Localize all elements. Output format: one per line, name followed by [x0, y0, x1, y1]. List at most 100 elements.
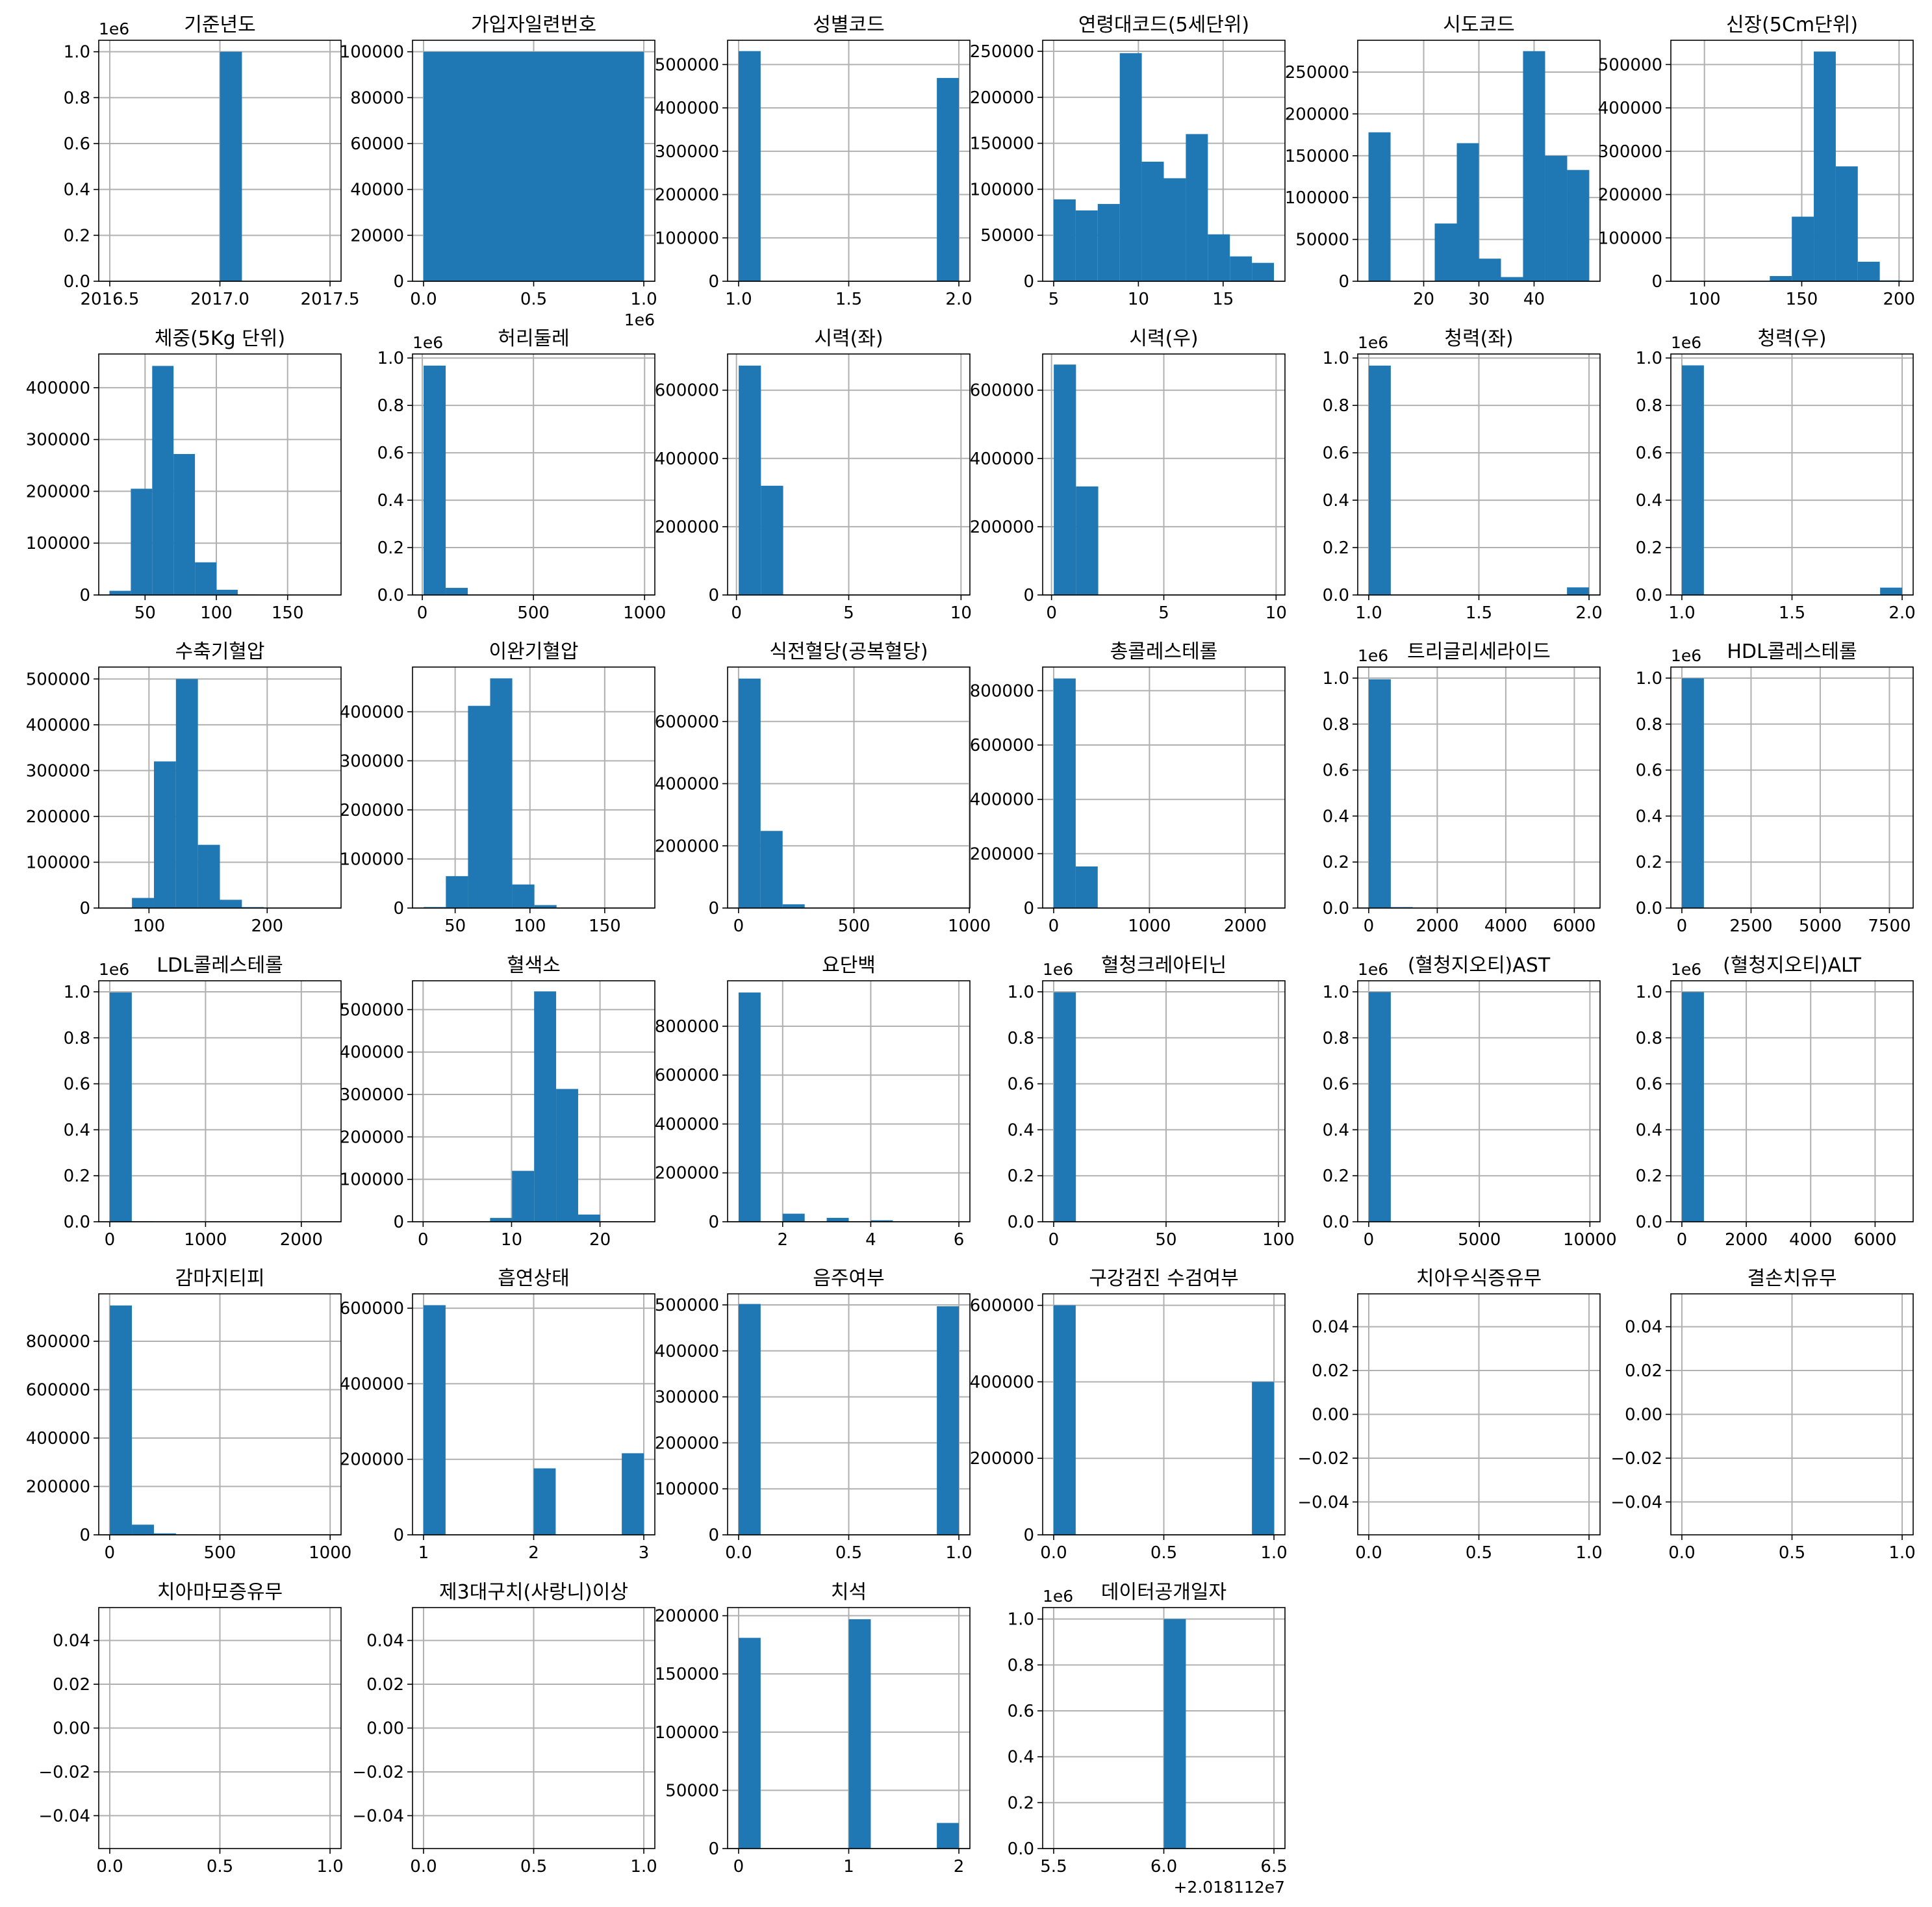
y-tick-label: 100000: [655, 1480, 719, 1499]
y-tick-label: 0: [393, 899, 404, 918]
histogram-bar: [173, 453, 196, 595]
panel-title: 시력(우): [1129, 327, 1198, 350]
panel-title: 치석: [831, 1581, 867, 1604]
y-tick-label: 0.0: [377, 586, 404, 605]
y-tick-label: 100000: [340, 850, 404, 869]
x-tick-label: 1.0: [945, 1543, 972, 1563]
y-tick-label: 1.0: [377, 349, 404, 368]
x-tick-label: 50: [444, 916, 466, 936]
y-tick-label: 100000: [655, 1723, 719, 1743]
y-tick-label: 0: [708, 1839, 719, 1859]
panel-title: 식전혈당(공복혈당): [769, 640, 928, 663]
histogram-panel: 0 1000 2000 0.0 0.2 0.4 0.6 0.8 1.0 LDL콜레스테롤 1e6: [64, 954, 342, 1250]
histogram-bar: [1252, 262, 1275, 281]
histogram-panel: 0 5 10 0 200000 400000 600000 시력(우): [970, 327, 1287, 623]
histogram-bar: [1567, 587, 1590, 595]
y-tick-label: 0.8: [1636, 396, 1662, 416]
x-tick-label: 0.5: [1466, 1543, 1492, 1563]
y-tick-label: 0: [1651, 272, 1662, 292]
y-tick-label: 0.4: [1323, 491, 1349, 511]
histogram-bar: [423, 51, 644, 282]
y-tick-label: 0: [708, 586, 719, 605]
plot-frame: [727, 666, 971, 909]
x-tick-label: 100: [1262, 1230, 1295, 1250]
y-tick-label: 0.04: [366, 1632, 404, 1651]
y-tick-label: 0.02: [1312, 1361, 1349, 1381]
histogram-panel: 100 150 200 0 100000 200000 300000 400000 500000…: [1598, 14, 1915, 309]
y-tick-label: 0.0: [1636, 586, 1662, 605]
histogram-bar: [1835, 166, 1858, 281]
histogram-panel: 20 30 40 0 50000 100000 150000 200000 250000 시도코드: [1285, 14, 1601, 309]
y-tick-label: 200000: [970, 1449, 1034, 1469]
histogram-panel: 2 4 6 0 200000 400000 600000 800000 요단백: [655, 954, 971, 1250]
y-tick-label: 600000: [655, 381, 719, 401]
y-tick-label: 0.04: [1625, 1318, 1662, 1337]
y-tick-label: 1.0: [1323, 349, 1349, 368]
y-tick-label: 0: [1023, 899, 1034, 918]
y-tick-label: 500000: [655, 1296, 719, 1315]
histogram-panel: 1.0 1.5 2.0 0 100000 200000 300000 400000 500000…: [655, 14, 972, 309]
x-tick-label: 2000: [1725, 1230, 1768, 1250]
x-tick-label: 0: [1677, 1230, 1688, 1250]
plot-frame: [1042, 980, 1286, 1222]
y-tick-label: 0.6: [1008, 1075, 1034, 1094]
y-tick-label: −0.02: [38, 1763, 90, 1782]
histogram-bar: [1075, 866, 1098, 908]
histogram-bar: [1479, 259, 1501, 281]
histogram-bar: [1163, 1619, 1186, 1849]
y-tick-label: 0: [393, 1213, 404, 1232]
y-tick-label: 0.2: [1008, 1167, 1034, 1186]
histogram-bar: [220, 900, 242, 908]
y-tick-label: 0.00: [53, 1719, 90, 1739]
x-tick-label: 0: [1046, 603, 1057, 623]
histogram-bar: [1501, 277, 1523, 281]
histogram-bar: [1186, 134, 1208, 281]
histogram-bar: [446, 876, 468, 908]
x-tick-label: 1000: [309, 1543, 351, 1563]
histogram-bar: [1792, 216, 1814, 281]
x-tick-label: 2.0: [1575, 603, 1602, 623]
y-tick-label: 500000: [340, 1000, 404, 1020]
x-tick-label: 2.0: [1888, 603, 1915, 623]
histogram-bar: [175, 679, 198, 908]
y-tick-label: 0.02: [366, 1675, 404, 1695]
y-tick-label: 0.8: [1636, 1029, 1662, 1048]
histogram-bar: [760, 831, 783, 908]
x-offset-label: 1e6: [624, 310, 655, 329]
y-tick-label: 0.8: [1323, 715, 1349, 735]
x-tick-label: 2000: [280, 1230, 323, 1250]
plot-frame: [1670, 980, 1914, 1222]
plot-frame: [412, 980, 655, 1222]
y-tick-label: 0: [708, 1526, 719, 1545]
histogram-panel: 1.0 1.5 2.0 0.0 0.2 0.4 0.6 0.8 1.0 청력(좌) 1e6: [1323, 327, 1603, 623]
histogram-bar: [423, 1305, 446, 1535]
y-tick-label: 400000: [340, 703, 404, 722]
x-tick-label: 0.0: [725, 1543, 752, 1563]
x-tick-label: 50: [134, 603, 156, 623]
y-tick-label: 200000: [655, 1164, 719, 1183]
histogram-bar: [738, 51, 761, 282]
y-offset-label: 1e6: [1671, 960, 1701, 979]
plot-frame: [98, 666, 342, 909]
plot-frame: [727, 980, 971, 1222]
x-tick-label: 0.5: [1779, 1543, 1805, 1563]
x-tick-label: 1.0: [1668, 603, 1695, 623]
y-tick-label: 0: [79, 1526, 90, 1545]
histogram-bar: [1434, 223, 1457, 281]
histogram-bar: [490, 678, 513, 908]
histogram-bar: [1857, 261, 1880, 281]
x-tick-label: 5: [1158, 603, 1169, 623]
y-tick-label: 200000: [655, 837, 719, 856]
x-tick-label: 2017.0: [190, 290, 249, 309]
x-tick-label: 1.0: [316, 1857, 343, 1876]
x-tick-label: 0: [733, 1857, 744, 1876]
x-tick-label: 7500: [1868, 916, 1911, 936]
y-tick-label: 0.4: [1323, 807, 1349, 826]
histogram-bar: [1230, 256, 1252, 281]
x-tick-label: 1000: [948, 916, 991, 936]
panel-title: 청력(우): [1757, 327, 1826, 350]
x-tick-label: 3: [639, 1543, 650, 1563]
y-tick-label: 0.4: [1636, 807, 1662, 826]
y-tick-label: 0.8: [64, 88, 90, 108]
